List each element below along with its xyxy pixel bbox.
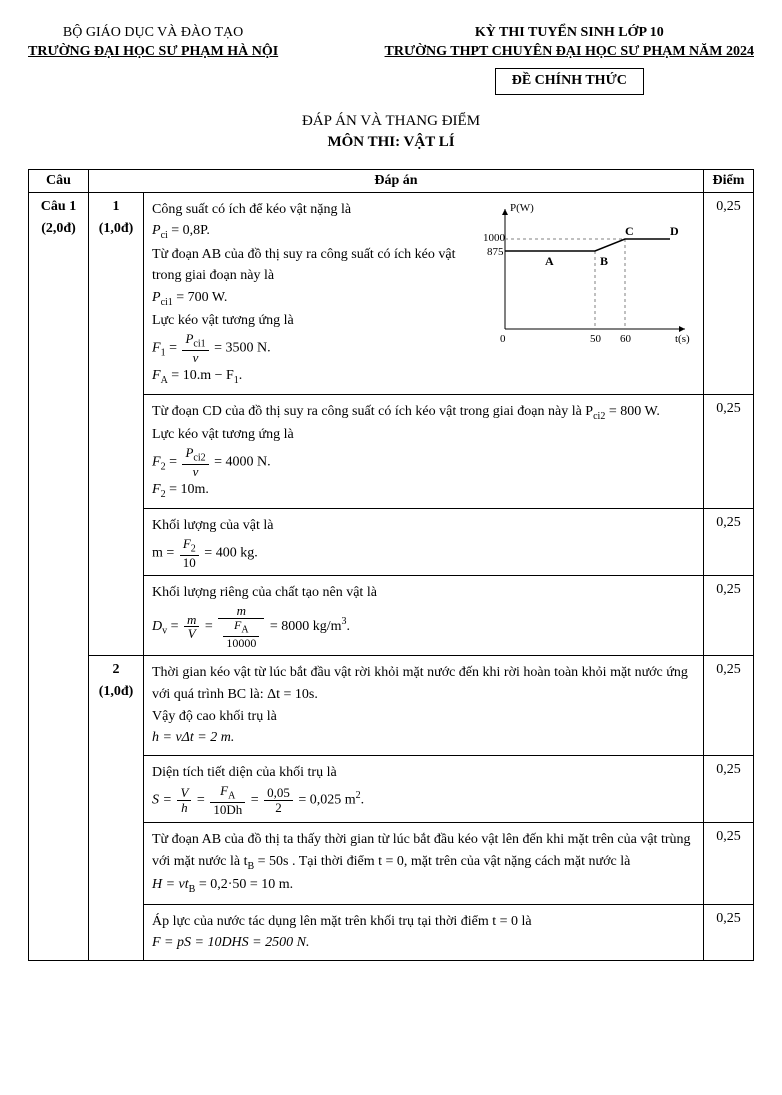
- table-row: 2 (1,0đ) Thời gian kéo vật từ lúc bắt đầ…: [29, 656, 754, 756]
- part-cell: 1 (1,0đ): [89, 192, 144, 656]
- official-stamp: ĐỀ CHÍNH THỨC: [495, 68, 644, 95]
- ministry-line: BỘ GIÁO DỤC VÀ ĐÀO TẠO: [28, 24, 278, 43]
- svg-text:D: D: [670, 224, 679, 238]
- power-time-chart: P(W) t(s) 1000 875 A B C D 50 60 0: [475, 199, 695, 357]
- text-line: F2 = 10m.: [152, 479, 695, 502]
- text-line: Khối lượng riêng của chất tạo nên vật là: [152, 582, 695, 604]
- col-dapan: Đáp án: [89, 169, 704, 192]
- part-cell: 2 (1,0đ): [89, 656, 144, 961]
- svg-text:50: 50: [590, 333, 602, 345]
- exam-line-2: TRƯỜNG THPT CHUYÊN ĐẠI HỌC SƯ PHẠM NĂM 2…: [385, 43, 754, 62]
- subject-line: MÔN THI: VẬT LÍ: [28, 134, 754, 151]
- svg-text:t(s): t(s): [675, 333, 690, 345]
- text-line: Thời gian kéo vật từ lúc bắt đầu vật rời…: [152, 662, 695, 705]
- answer-cell: Từ đoạn CD của đồ thị suy ra công suất c…: [144, 395, 704, 509]
- text-line: F2 = Pci2v = 4000 N.: [152, 446, 695, 479]
- svg-text:875: 875: [487, 246, 504, 258]
- answer-cell: Khối lượng của vật là m = F210 = 400 kg.: [144, 509, 704, 576]
- points-cell: 0,25: [704, 756, 754, 823]
- text-line: Vậy độ cao khối trụ là: [152, 706, 695, 728]
- answer-cell: Áp lực của nước tác dụng lên mặt trên kh…: [144, 904, 704, 960]
- points-cell: 0,25: [704, 192, 754, 394]
- part-number: 2: [93, 662, 139, 678]
- points-cell: 0,25: [704, 509, 754, 576]
- part-pts: (1,0đ): [93, 684, 139, 700]
- cau-cell: Câu 1 (2,0đ): [29, 192, 89, 960]
- points-cell: 0,25: [704, 904, 754, 960]
- text-line: F = pS = 10DHS = 2500 N.: [152, 932, 695, 954]
- answer-cell: Khối lượng riêng của chất tạo nên vật là…: [144, 576, 704, 656]
- header-right: KỲ THI TUYỂN SINH LỚP 10 TRƯỜNG THPT CHU…: [385, 24, 754, 95]
- answer-cell: Diện tích tiết diện của khối trụ là S = …: [144, 756, 704, 823]
- svg-text:C: C: [625, 224, 634, 238]
- doc-header: BỘ GIÁO DỤC VÀ ĐÀO TẠO TRƯỜNG ĐẠI HỌC SƯ…: [28, 24, 754, 95]
- text-line: Diện tích tiết diện của khối trụ là: [152, 762, 695, 784]
- part-number: 1: [93, 199, 139, 215]
- text-line: Từ đoạn AB của đồ thị ta thấy thời gian …: [152, 829, 695, 874]
- answer-cell: Thời gian kéo vật từ lúc bắt đầu vật rời…: [144, 656, 704, 756]
- answer-cell: P(W) t(s) 1000 875 A B C D 50 60 0: [144, 192, 704, 394]
- table-row: Câu 1 (2,0đ) 1 (1,0đ) P(W) t(s) 1000 875: [29, 192, 754, 394]
- text-line: FA = 10.m − F1.: [152, 365, 695, 388]
- points-cell: 0,25: [704, 823, 754, 904]
- text-line: Từ đoạn CD của đồ thị suy ra công suất c…: [152, 401, 695, 424]
- col-cau: Câu: [29, 169, 89, 192]
- text-line: h = vΔt = 2 m.: [152, 727, 695, 749]
- svg-text:0: 0: [500, 333, 506, 345]
- svg-text:60: 60: [620, 333, 632, 345]
- chart-svg: P(W) t(s) 1000 875 A B C D 50 60 0: [475, 199, 695, 349]
- svg-text:1000: 1000: [483, 232, 506, 244]
- text-line: Lực kéo vật tương ứng là: [152, 424, 695, 446]
- svg-text:P(W): P(W): [510, 202, 534, 214]
- cau-label: Câu 1: [33, 199, 84, 215]
- text-line: Áp lực của nước tác dụng lên mặt trên kh…: [152, 911, 695, 933]
- col-diem: Điểm: [704, 169, 754, 192]
- svg-text:A: A: [545, 254, 554, 268]
- table-header-row: Câu Đáp án Điểm: [29, 169, 754, 192]
- answer-table: Câu Đáp án Điểm Câu 1 (2,0đ) 1 (1,0đ) P(…: [28, 169, 754, 961]
- header-left: BỘ GIÁO DỤC VÀ ĐÀO TẠO TRƯỜNG ĐẠI HỌC SƯ…: [28, 24, 278, 95]
- part-pts: (1,0đ): [93, 221, 139, 237]
- points-cell: 0,25: [704, 395, 754, 509]
- answer-cell: Từ đoạn AB của đồ thị ta thấy thời gian …: [144, 823, 704, 904]
- text-line: H = vtB = 0,2·50 = 10 m.: [152, 874, 695, 897]
- cau-total: (2,0đ): [33, 221, 84, 237]
- points-cell: 0,25: [704, 576, 754, 656]
- text-line: Khối lượng của vật là: [152, 515, 695, 537]
- exam-line-1: KỲ THI TUYỂN SINH LỚP 10: [385, 24, 754, 43]
- text-line: S = Vh = FA10Dh = 0,052 = 0,025 m2.: [152, 784, 695, 817]
- doc-title: ĐÁP ÁN VÀ THANG ĐIỂM: [28, 113, 754, 130]
- university-line: TRƯỜNG ĐẠI HỌC SƯ PHẠM HÀ NỘI: [28, 43, 278, 62]
- svg-text:B: B: [600, 254, 608, 268]
- text-line: m = F210 = 400 kg.: [152, 537, 695, 570]
- points-cell: 0,25: [704, 656, 754, 756]
- text-line: Dv = mV = m FA 10000 = 8000 kg/m3.: [152, 604, 695, 649]
